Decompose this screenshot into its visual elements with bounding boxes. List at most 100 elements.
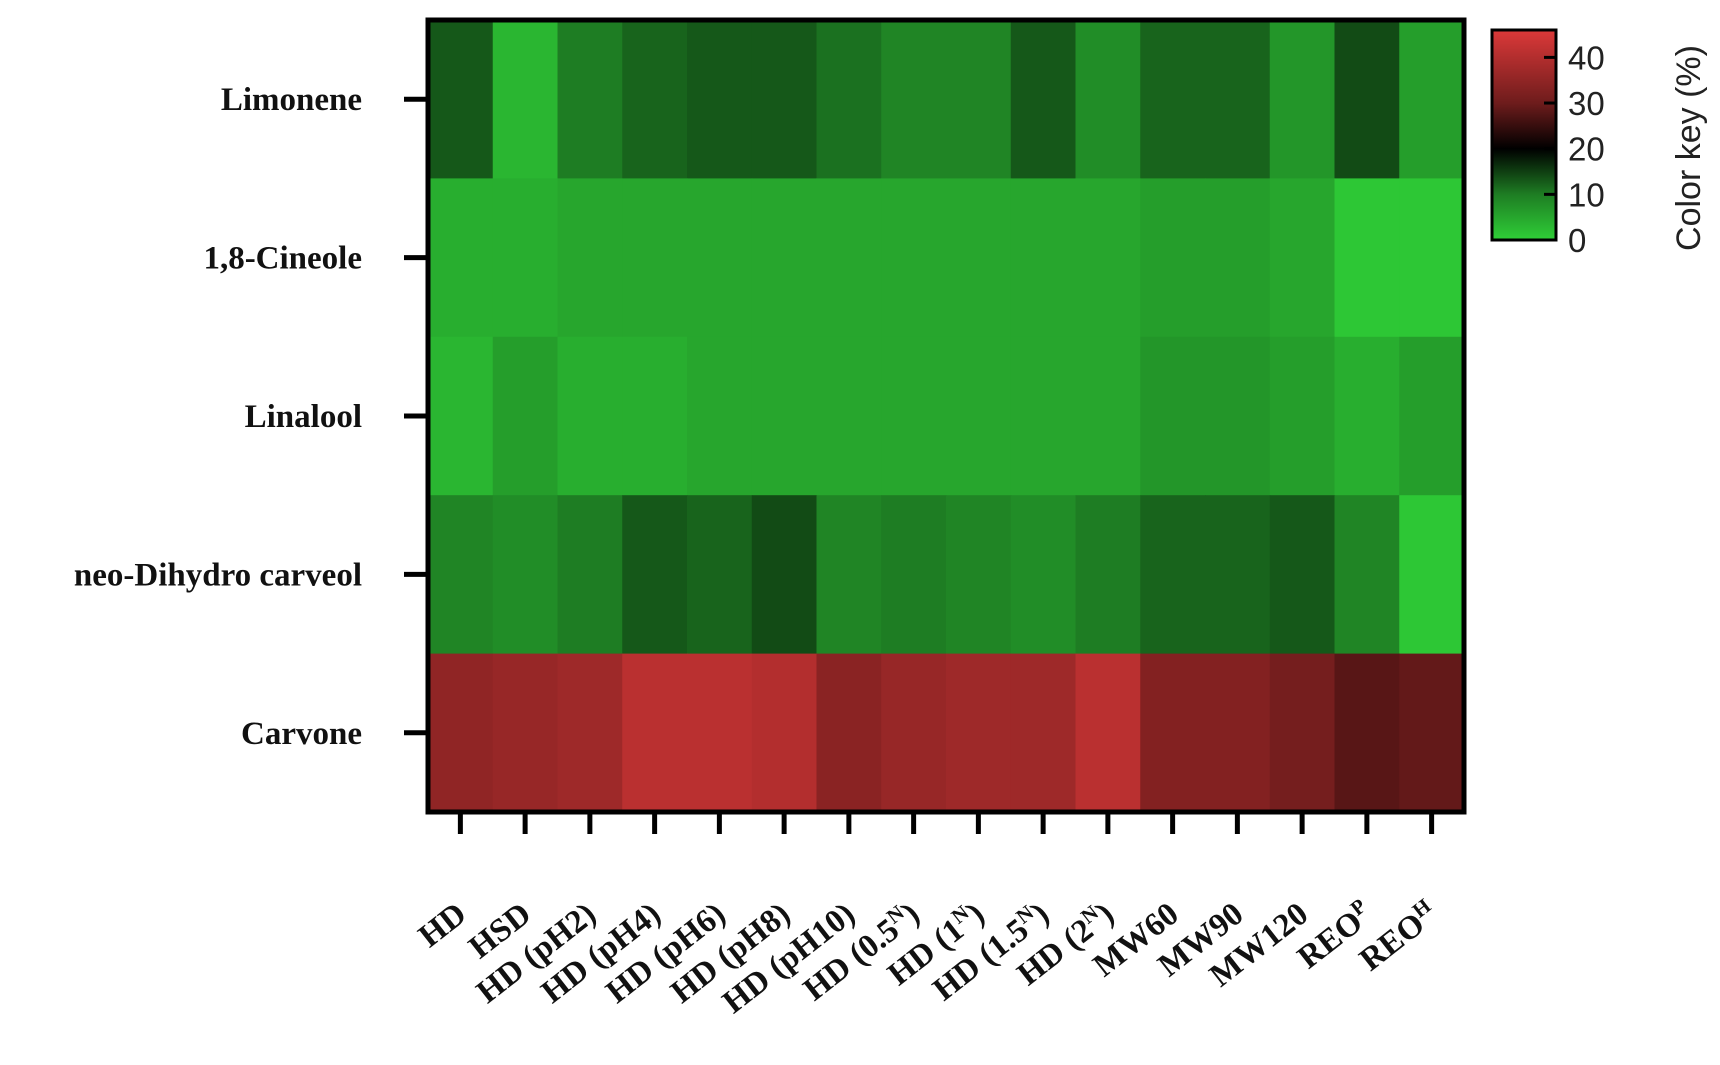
heatmap-cell — [428, 495, 494, 655]
heatmap-cell — [1399, 336, 1465, 496]
column-label-text: HD — [412, 896, 473, 955]
heatmap-cell — [687, 336, 753, 496]
heatmap-cell — [622, 495, 688, 655]
heatmap-cell — [622, 178, 688, 338]
colorbar: 0 10 20 30 40 Color key (%) — [1490, 28, 1708, 259]
heatmap-cell — [1269, 495, 1336, 655]
heatmap-cell — [946, 336, 1012, 496]
heatmap-cell — [428, 178, 494, 338]
heatmap-cell — [816, 653, 882, 813]
heatmap-cell — [1334, 336, 1400, 496]
heatmap-cell — [946, 20, 1012, 179]
heatmap-cell — [557, 178, 623, 338]
heatmap-cell — [1205, 178, 1271, 338]
heatmap-cell — [1205, 336, 1271, 496]
heatmap-cell — [881, 178, 947, 338]
row-label: Linalool — [245, 399, 362, 435]
heatmap-cell — [1010, 336, 1077, 496]
heatmap-cell — [492, 336, 559, 496]
heatmap-cell — [1399, 178, 1465, 338]
colorbar-gradient — [1490, 28, 1558, 242]
heatmap-cell — [1269, 178, 1336, 338]
heatmap-cell — [881, 20, 947, 179]
heatmap-cell — [881, 336, 947, 496]
heatmap-cell — [1075, 653, 1141, 813]
heatmap-cell — [557, 336, 623, 496]
heatmap-cell — [816, 178, 882, 338]
colorbar-tick-label: 0 — [1568, 222, 1586, 259]
heatmap-cell — [428, 336, 494, 496]
heatmap-cell — [1399, 495, 1465, 655]
heatmap-cell — [1010, 178, 1077, 338]
heatmap-cell — [687, 653, 753, 813]
heatmap-cell — [492, 20, 559, 179]
heatmap-cell — [1075, 178, 1141, 338]
heatmap-cell — [751, 178, 818, 338]
heatmap-cell — [881, 495, 947, 655]
heatmap-cell — [1334, 20, 1400, 179]
heatmap-cell — [881, 653, 947, 813]
heatmap-cell — [1269, 653, 1336, 813]
row-label: Carvone — [241, 716, 362, 752]
heatmap-cell — [816, 336, 882, 496]
heatmap-cell — [622, 653, 688, 813]
heatmap-cell — [622, 20, 688, 179]
heatmap-cell — [946, 653, 1012, 813]
heatmap-cell — [1205, 495, 1271, 655]
heatmap-cell — [622, 336, 688, 496]
heatmap-cell — [946, 178, 1012, 338]
heatmap-cell — [1075, 336, 1141, 496]
heatmap-cell — [557, 495, 623, 655]
heatmap-cell — [428, 653, 494, 813]
heatmap-cell — [816, 20, 882, 179]
heatmap-cell — [1334, 495, 1400, 655]
colorbar-title: Color key (%) — [1670, 45, 1708, 251]
row-label: neo-Dihydro carveol — [74, 557, 362, 593]
heatmap-cell — [1205, 20, 1271, 179]
heatmap-cell — [1075, 20, 1141, 179]
heatmap-cell — [751, 20, 818, 179]
heatmap-cell — [1075, 495, 1141, 655]
heatmap-cell — [816, 495, 882, 655]
heatmap-cell — [1334, 178, 1400, 338]
heatmap-cell — [1399, 653, 1465, 813]
colorbar-ticks: 0 10 20 30 40 — [1544, 39, 1605, 259]
heatmap-cell — [492, 178, 559, 338]
heatmap-cell — [1334, 653, 1400, 813]
colorbar-tick-label: 30 — [1568, 85, 1605, 122]
row-label: Limonene — [221, 82, 362, 118]
heatmap-cell — [1205, 653, 1271, 813]
row-label: 1,8-Cineole — [203, 241, 362, 277]
heatmap-cell — [687, 20, 753, 179]
heatmap-cell — [1399, 20, 1465, 179]
heatmap-cell — [1010, 495, 1077, 655]
heatmap-cell — [751, 495, 818, 655]
heatmap-cell — [557, 653, 623, 813]
heatmap-cell — [1140, 653, 1206, 813]
heatmap-cell — [1269, 336, 1336, 496]
heatmap-cell — [557, 20, 623, 179]
heatmap-cell — [428, 20, 494, 179]
heatmap-cells — [428, 20, 1465, 813]
heatmap-cell — [492, 495, 559, 655]
heatmap-cell — [1140, 495, 1206, 655]
colorbar-tick-label: 10 — [1568, 176, 1605, 213]
heatmap-cell — [1140, 178, 1206, 338]
colorbar-tick-label: 20 — [1568, 131, 1605, 168]
heatmap-cell — [492, 653, 559, 813]
heatmap-cell — [751, 653, 818, 813]
heatmap-cell — [1010, 20, 1077, 179]
heatmap-cell — [1140, 336, 1206, 496]
heatmap-cell — [1269, 20, 1336, 179]
heatmap-cell — [687, 178, 753, 338]
heatmap-cell — [751, 336, 818, 496]
heatmap-cell — [1010, 653, 1077, 813]
colorbar-tick-label: 40 — [1568, 39, 1605, 76]
heatmap-cell — [946, 495, 1012, 655]
heatmap-cell — [1140, 20, 1206, 179]
heatmap-cell — [687, 495, 753, 655]
column-label: HD — [412, 896, 473, 955]
row-axis: Limonene 1,8-Cineole Linalool neo-Dihydro c… — [74, 82, 428, 752]
